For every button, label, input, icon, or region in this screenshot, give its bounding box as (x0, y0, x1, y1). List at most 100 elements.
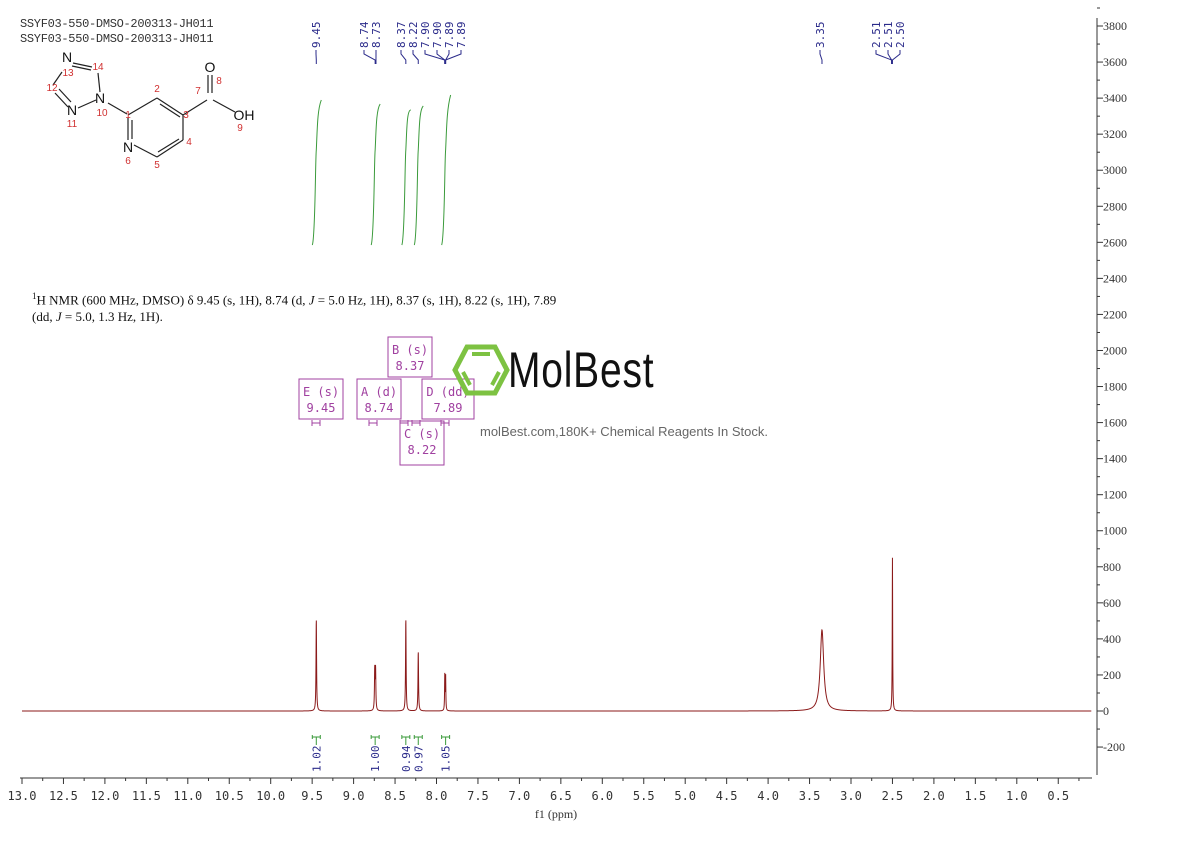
atom-number: 9 (237, 123, 243, 134)
bond (107, 102, 128, 115)
peak-label-leader (819, 50, 823, 64)
x-tick-label: 6.5 (550, 789, 572, 803)
multiplet-label: A (d) (361, 385, 397, 399)
x-tick-label: 5.0 (674, 789, 696, 803)
watermark-subtitle: molBest.com,180K+ Chemical Reagents In S… (480, 424, 768, 439)
x-tick-label: 3.5 (799, 789, 821, 803)
peak-label: 7.90 (431, 22, 444, 49)
integrals: 1.02 1.00 0.94 0.97 1.05 (310, 94, 453, 773)
header-line-1: SSYF03-550-DMSO-200313-JH011 (20, 17, 214, 31)
atom-number: 5 (154, 160, 160, 171)
x-tick-label: 7.5 (467, 789, 489, 803)
multiplet-boxes: E (s) 9.45 A (d) 8.74 B (s) 8.37D (dd) 7.89 C (… (298, 336, 475, 466)
bond (97, 72, 101, 93)
atom-symbol: O (205, 59, 216, 75)
multiplet-box (399, 420, 445, 466)
multiplet-shift: 8.37 (396, 359, 425, 373)
x-axis-label: f1 (ppm) (535, 807, 577, 821)
peak-label: 9.45 (310, 22, 323, 49)
peak-label-leader (891, 50, 901, 64)
bond (156, 139, 184, 158)
multiplet-label: E (s) (303, 385, 339, 399)
y-tick-label: -200 (1103, 740, 1125, 754)
bond (77, 99, 97, 109)
multiplet-shift: 8.74 (365, 401, 394, 415)
annotation-segment: (dd, (32, 309, 56, 325)
y-tick-label: 200 (1103, 668, 1121, 682)
peak-label: 8.22 (407, 22, 420, 49)
y-tick-label: 1800 (1103, 380, 1127, 394)
peak-label-leader (445, 50, 450, 64)
integral-value: 0.97 (412, 746, 425, 773)
x-tick-label: 4.5 (716, 789, 738, 803)
atom-symbol: N (67, 102, 77, 118)
bond (52, 71, 63, 86)
y-tick-label: 3200 (1103, 127, 1127, 141)
integral-curve (413, 105, 424, 246)
annotation-segment: J (55, 309, 62, 325)
multiplet-range-mark (368, 420, 378, 426)
atom-number: 14 (92, 62, 104, 73)
peak-label-leader (400, 50, 407, 64)
spectrum-header: SSYF03-550-DMSO-200313-JH011 SSYF03-550-… (20, 17, 214, 47)
peak-label: 8.74 (358, 21, 371, 48)
bond (133, 144, 158, 158)
x-tick-label: 8.0 (426, 789, 448, 803)
multiplet-box (387, 336, 433, 378)
multiplet-shift: 7.89 (434, 401, 463, 415)
x-tick-label: 1.5 (965, 789, 987, 803)
x-tick-label: 10.0 (256, 789, 285, 803)
multiplet-shift: 9.45 (307, 401, 336, 415)
header-line-2: SSYF03-550-DMSO-200313-JH011 (20, 32, 214, 46)
atom-number: 7 (195, 86, 201, 97)
watermark-title: MolBest (508, 342, 655, 398)
integral-curve (441, 94, 452, 246)
y-tick-label: 2200 (1103, 307, 1127, 321)
integral-curve (311, 99, 322, 246)
bond (54, 92, 69, 108)
integral-value: 1.05 (440, 746, 453, 773)
bond (156, 97, 184, 116)
bond (72, 62, 93, 68)
atom-number: 8 (216, 76, 222, 87)
y-tick-label: 2400 (1103, 271, 1127, 285)
y-tick-label: 3400 (1103, 91, 1127, 105)
integral-bracket (311, 735, 321, 745)
x-tick-label: 4.0 (757, 789, 779, 803)
annotation-segment: = 5.0, 1.3 Hz, 1H). (61, 309, 163, 325)
y-tick-label: 2000 (1103, 343, 1127, 357)
atom-number: 2 (154, 84, 160, 95)
atom-symbol: N (62, 49, 72, 65)
multiplet-label: D (dd) (426, 385, 469, 399)
annotation-segment: = 5.0 Hz, 1H), 8.37 (s, 1H), 8.22 (s, 1H… (314, 292, 557, 308)
multiplet-shift: 8.22 (408, 443, 437, 457)
peak-label-leader (424, 50, 446, 64)
y-tick-label: 2600 (1103, 235, 1127, 249)
y-tick-label: 400 (1103, 632, 1121, 646)
peak-label: 2.50 (894, 22, 907, 49)
x-tick-label: 1.0 (1006, 789, 1028, 803)
multiplet-box (356, 378, 402, 420)
peak-label: 7.89 (443, 22, 456, 49)
x-tick-label: 2.0 (923, 789, 945, 803)
annotation-segment: J (308, 292, 315, 308)
spectrum-line (22, 557, 1092, 712)
peak-label: 2.51 (870, 22, 883, 49)
atom-number: 11 (67, 119, 78, 130)
integral-value: 0.94 (400, 745, 413, 772)
annotation-segment: H NMR (600 MHz, DMSO) δ 9.45 (s, 1H), 8.… (36, 292, 309, 308)
peak-label-leader (436, 50, 446, 64)
peak-label-leader (445, 50, 462, 64)
peak-labels: 9.45 8.74 8.73 8.37 8.22 7.90 7.90 7.89 7.89 3.35… (310, 21, 907, 64)
integral-curve (370, 103, 381, 246)
peak-label: 8.73 (370, 22, 383, 49)
peak-label-leader (887, 50, 893, 64)
y-tick-label: 3800 (1103, 19, 1127, 33)
x-tick-label: 13.0 (8, 789, 37, 803)
atom-number: 12 (46, 83, 58, 94)
multiplet-box (298, 378, 344, 420)
y-tick-label: 1600 (1103, 416, 1127, 430)
axes: 13.0 12.5 12.0 11.5 11.0 10.5 10.0 9.5 9.0 8.5 8.0… (8, 7, 1127, 803)
